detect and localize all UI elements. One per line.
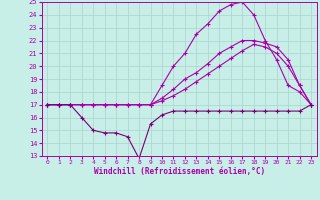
X-axis label: Windchill (Refroidissement éolien,°C): Windchill (Refroidissement éolien,°C) [94,167,265,176]
